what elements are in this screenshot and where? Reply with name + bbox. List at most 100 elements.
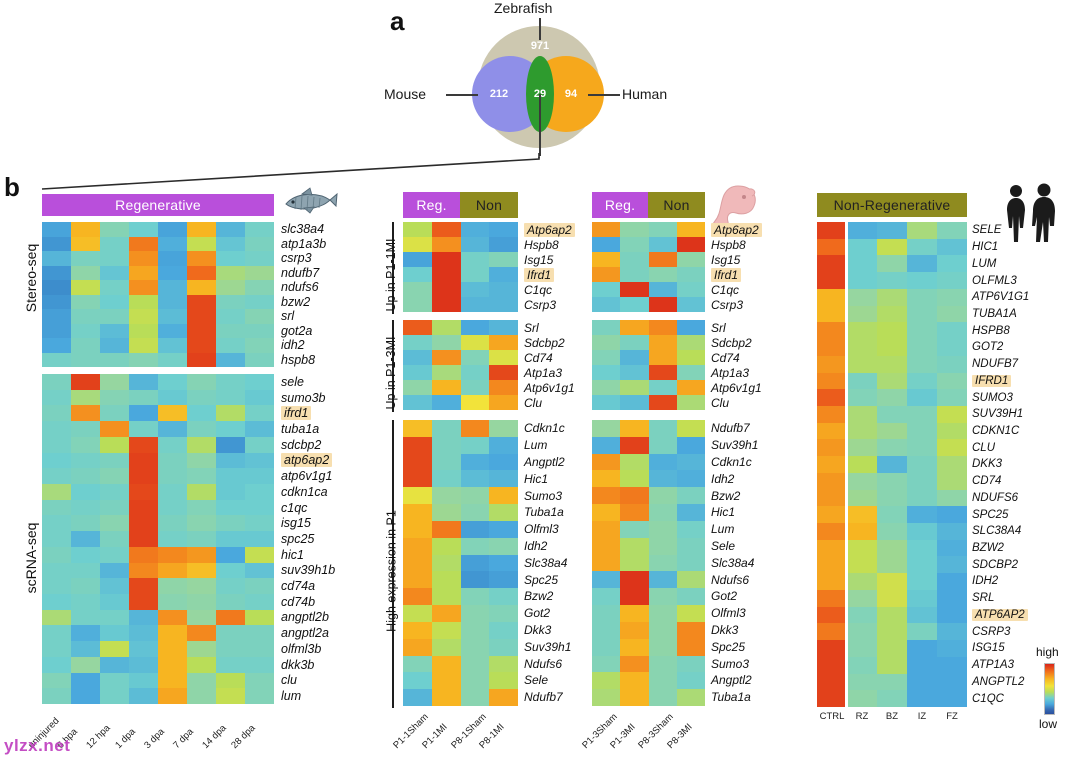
heatmap-cell[interactable]: [877, 673, 907, 691]
heatmap-cell[interactable]: [42, 641, 71, 657]
heatmap-cell[interactable]: [245, 484, 274, 500]
heatmap-cell[interactable]: [431, 470, 461, 488]
heatmap-cell[interactable]: [847, 439, 877, 457]
heatmap-cell[interactable]: [403, 605, 432, 622]
heatmap-cell[interactable]: [907, 690, 937, 707]
heatmap-cell[interactable]: [907, 255, 937, 273]
heatmap-cell[interactable]: [620, 436, 649, 454]
heatmap-cell[interactable]: [403, 252, 432, 267]
heatmap-cell[interactable]: [592, 554, 621, 572]
heatmap-cell[interactable]: [937, 305, 967, 323]
heatmap-cell[interactable]: [245, 280, 274, 295]
heatmap-cell[interactable]: [460, 365, 490, 380]
heatmap-cell[interactable]: [100, 452, 129, 469]
heatmap-cell[interactable]: [489, 672, 518, 690]
heatmap-cell[interactable]: [100, 323, 129, 338]
heatmap-cell[interactable]: [460, 537, 490, 555]
heatmap-cell[interactable]: [489, 453, 518, 471]
heatmap-cell[interactable]: [216, 374, 245, 390]
heatmap-cell[interactable]: [676, 380, 705, 395]
heatmap-cell[interactable]: [877, 523, 907, 540]
heatmap-cell[interactable]: [460, 222, 490, 237]
heatmap-cell[interactable]: [42, 389, 71, 406]
heatmap-cell[interactable]: [129, 484, 158, 500]
heatmap-cell[interactable]: [100, 515, 129, 532]
heatmap-cell[interactable]: [877, 389, 907, 406]
heatmap-cell[interactable]: [907, 322, 937, 340]
heatmap-cell[interactable]: [431, 638, 461, 656]
heatmap-cell[interactable]: [187, 531, 216, 547]
heatmap-cell[interactable]: [71, 531, 100, 547]
heatmap-cell[interactable]: [460, 655, 490, 673]
heatmap-cell[interactable]: [620, 335, 649, 350]
heatmap-cell[interactable]: [216, 641, 245, 657]
heatmap-cell[interactable]: [817, 472, 847, 490]
heatmap-cell[interactable]: [42, 499, 71, 516]
heatmap-cell[interactable]: [42, 594, 71, 610]
heatmap-cell[interactable]: [676, 672, 705, 690]
heatmap-cell[interactable]: [129, 452, 158, 469]
heatmap-cell[interactable]: [129, 468, 158, 484]
heatmap-cell[interactable]: [648, 689, 677, 706]
heatmap-cell[interactable]: [817, 573, 847, 590]
heatmap-cell[interactable]: [42, 352, 71, 367]
heatmap-cell[interactable]: [216, 265, 245, 280]
heatmap-cell[interactable]: [403, 365, 432, 380]
heatmap-cell[interactable]: [648, 237, 677, 252]
heatmap-cell[interactable]: [129, 531, 158, 547]
heatmap-human[interactable]: [817, 222, 967, 707]
heatmap-cell[interactable]: [937, 456, 967, 473]
heatmap-cell[interactable]: [592, 504, 621, 521]
heatmap-cell[interactable]: [245, 578, 274, 594]
heatmap-cell[interactable]: [937, 288, 967, 306]
heatmap-cell[interactable]: [100, 562, 129, 579]
heatmap-cell[interactable]: [937, 539, 967, 557]
heatmap-cell[interactable]: [187, 562, 216, 579]
heatmap-cell[interactable]: [431, 395, 461, 410]
heatmap-cell[interactable]: [431, 537, 461, 555]
heatmap-cell[interactable]: [431, 380, 461, 395]
heatmap-cell[interactable]: [158, 672, 187, 689]
heatmap-cell[interactable]: [431, 672, 461, 690]
heatmap-cell[interactable]: [158, 405, 187, 422]
heatmap-cell[interactable]: [847, 405, 877, 423]
heatmap-cell[interactable]: [216, 656, 245, 673]
heatmap-cell[interactable]: [431, 320, 461, 335]
heatmap-cell[interactable]: [817, 305, 847, 323]
heatmap-cell[interactable]: [847, 690, 877, 707]
heatmap-cell[interactable]: [129, 594, 158, 610]
heatmap-cell[interactable]: [158, 546, 187, 563]
heatmap-cell[interactable]: [187, 265, 216, 280]
heatmap-cell[interactable]: [847, 673, 877, 691]
heatmap-cell[interactable]: [907, 272, 937, 289]
heatmap-cell[interactable]: [71, 484, 100, 500]
heatmap-cell[interactable]: [676, 436, 705, 454]
heatmap-cell[interactable]: [71, 468, 100, 484]
heatmap-cell[interactable]: [676, 520, 705, 538]
heatmap-cell[interactable]: [245, 531, 274, 547]
heatmap-cell[interactable]: [847, 656, 877, 674]
heatmap-cell[interactable]: [817, 288, 847, 306]
heatmap-cell[interactable]: [100, 672, 129, 689]
heatmap-cell[interactable]: [489, 470, 518, 488]
heatmap-cell[interactable]: [158, 236, 187, 251]
heatmap-cell[interactable]: [129, 656, 158, 673]
heatmap-cell[interactable]: [158, 436, 187, 453]
heatmap-cell[interactable]: [847, 539, 877, 557]
heatmap-cell[interactable]: [431, 504, 461, 521]
heatmap-cell[interactable]: [648, 487, 677, 505]
heatmap-cell[interactable]: [907, 623, 937, 641]
heatmap-cell[interactable]: [71, 452, 100, 469]
heatmap-cell[interactable]: [403, 237, 432, 252]
heatmap-cell[interactable]: [431, 487, 461, 505]
heatmap-cell[interactable]: [403, 554, 432, 572]
heatmap-cell[interactable]: [847, 222, 877, 239]
heatmap-cell[interactable]: [158, 280, 187, 295]
heatmap-cell[interactable]: [847, 272, 877, 289]
heatmap-cell[interactable]: [592, 282, 621, 297]
heatmap-cell[interactable]: [460, 621, 490, 639]
heatmap-cell[interactable]: [460, 487, 490, 505]
heatmap-cell[interactable]: [676, 605, 705, 622]
heatmap-cell[interactable]: [648, 335, 677, 350]
heatmap-cell[interactable]: [245, 294, 274, 309]
